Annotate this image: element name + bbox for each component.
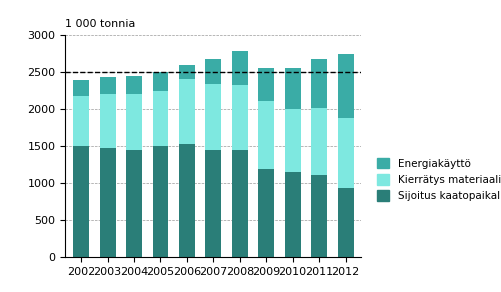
Bar (337, 188, 353, 257)
Bar (311, 60, 327, 108)
Bar (126, 94, 142, 150)
Bar (205, 60, 221, 84)
Bar (152, 72, 168, 91)
Bar (99, 77, 115, 94)
Bar (231, 51, 247, 85)
Bar (126, 150, 142, 257)
Bar (231, 85, 247, 150)
Legend: Energiakäyttö, Kierrätys materiaalina, Sijoitus kaatopaikalle: Energiakäyttö, Kierrätys materiaalina, S… (372, 154, 501, 205)
Bar (284, 172, 300, 257)
Bar (337, 118, 353, 188)
Bar (284, 67, 300, 109)
Bar (311, 175, 327, 257)
Bar (73, 80, 89, 96)
Text: 1 000 tonnia: 1 000 tonnia (65, 19, 135, 29)
Bar (205, 84, 221, 150)
Bar (179, 144, 194, 257)
Bar (337, 53, 353, 118)
Bar (258, 67, 274, 101)
Bar (179, 65, 194, 79)
Bar (311, 108, 327, 175)
Bar (73, 96, 89, 146)
Bar (231, 150, 247, 257)
Bar (205, 150, 221, 257)
Bar (99, 148, 115, 257)
Bar (99, 94, 115, 148)
Bar (258, 169, 274, 257)
Bar (179, 79, 194, 144)
Bar (152, 91, 168, 146)
Bar (258, 101, 274, 169)
Bar (152, 146, 168, 257)
Bar (73, 146, 89, 257)
Bar (284, 109, 300, 172)
Bar (126, 76, 142, 94)
